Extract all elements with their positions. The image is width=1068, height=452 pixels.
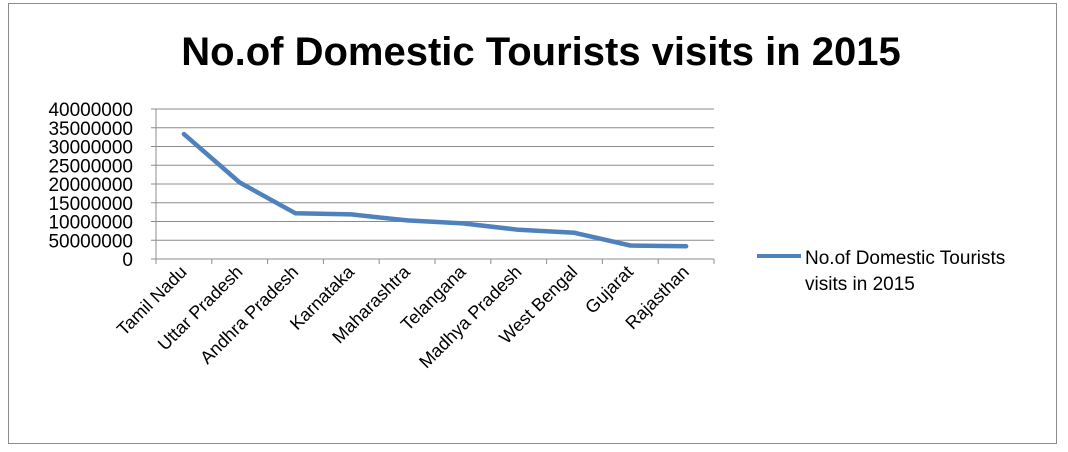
y-tick-label: 30000000 bbox=[48, 138, 133, 159]
y-tick-label: 20000000 bbox=[48, 175, 133, 196]
data-point bbox=[516, 227, 521, 232]
gridlines bbox=[156, 108, 714, 241]
x-tick-label: Andhra Pradesh bbox=[196, 262, 302, 368]
axes bbox=[151, 108, 715, 264]
data-point bbox=[460, 221, 465, 226]
data-point bbox=[181, 132, 186, 137]
x-tick-label: Gujarat bbox=[581, 262, 637, 318]
y-tick-label: 40000000 bbox=[48, 100, 133, 121]
data-point bbox=[684, 244, 689, 249]
chart-title: No.of Domestic Tourists visits in 2015 bbox=[181, 30, 900, 74]
y-tick-label: 10000000 bbox=[48, 213, 133, 234]
series-layer bbox=[181, 131, 689, 249]
data-point bbox=[349, 212, 354, 217]
y-tick-label: 50000000 bbox=[48, 231, 133, 252]
y-axis-ticks: 0500000001000000015000000200000002500000… bbox=[48, 100, 133, 271]
legend-label-line-2: visits in 2015 bbox=[805, 274, 915, 295]
data-point bbox=[405, 218, 410, 223]
series-line bbox=[181, 131, 689, 249]
y-tick-label: 25000000 bbox=[48, 156, 133, 177]
data-point bbox=[293, 211, 298, 216]
legend-label-line-1: No.of Domestic Tourists bbox=[805, 248, 1005, 269]
chart-frame bbox=[8, 3, 1057, 444]
y-tick-label: 0 bbox=[122, 250, 133, 271]
y-tick-label: 35000000 bbox=[48, 119, 133, 140]
data-point bbox=[572, 230, 577, 235]
legend: No.of Domestic Tourists visits in 2015 bbox=[757, 248, 1005, 295]
data-point bbox=[237, 180, 242, 185]
x-tick-label: Madhya Pradesh bbox=[415, 262, 525, 372]
data-point bbox=[628, 243, 633, 248]
y-tick-label: 15000000 bbox=[48, 194, 133, 215]
